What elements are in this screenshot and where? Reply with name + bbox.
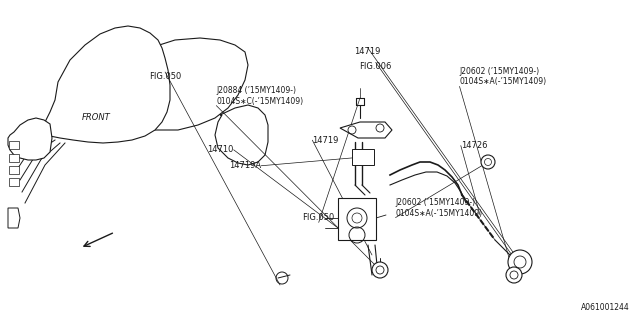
Text: 14719: 14719 bbox=[312, 136, 339, 145]
Polygon shape bbox=[8, 118, 52, 160]
Text: 0104S∗A(-’15MY1409): 0104S∗A(-’15MY1409) bbox=[396, 209, 483, 218]
Polygon shape bbox=[125, 38, 248, 130]
Text: J20884 (’15MY1409-): J20884 (’15MY1409-) bbox=[216, 86, 296, 95]
Text: A061001244: A061001244 bbox=[581, 303, 630, 312]
Text: 0104S∗C(-’15MY1409): 0104S∗C(-’15MY1409) bbox=[216, 97, 303, 106]
Bar bbox=[9, 154, 19, 162]
Circle shape bbox=[508, 250, 532, 274]
Text: FIG.006: FIG.006 bbox=[360, 62, 392, 71]
Polygon shape bbox=[340, 122, 392, 138]
Text: FRONT: FRONT bbox=[82, 113, 111, 122]
Bar bbox=[9, 166, 19, 174]
Text: 14719A: 14719A bbox=[229, 161, 261, 170]
Text: 14726: 14726 bbox=[461, 141, 487, 150]
Circle shape bbox=[481, 155, 495, 169]
Text: 14719: 14719 bbox=[354, 47, 381, 56]
Text: J20602 (’15MY1409-): J20602 (’15MY1409-) bbox=[396, 198, 476, 207]
Bar bbox=[9, 178, 19, 186]
Bar bbox=[9, 141, 19, 149]
Polygon shape bbox=[42, 26, 170, 143]
Bar bbox=[338, 198, 376, 240]
Polygon shape bbox=[215, 105, 268, 165]
Text: FIG.050: FIG.050 bbox=[303, 213, 335, 222]
Text: FIG.050: FIG.050 bbox=[149, 72, 181, 81]
Text: J20602 (’15MY1409-): J20602 (’15MY1409-) bbox=[460, 67, 540, 76]
Circle shape bbox=[506, 267, 522, 283]
Circle shape bbox=[372, 262, 388, 278]
Bar bbox=[352, 149, 374, 165]
Polygon shape bbox=[8, 208, 20, 228]
Text: 14710: 14710 bbox=[207, 145, 234, 154]
Text: 0104S∗A(-’15MY1409): 0104S∗A(-’15MY1409) bbox=[460, 77, 547, 86]
